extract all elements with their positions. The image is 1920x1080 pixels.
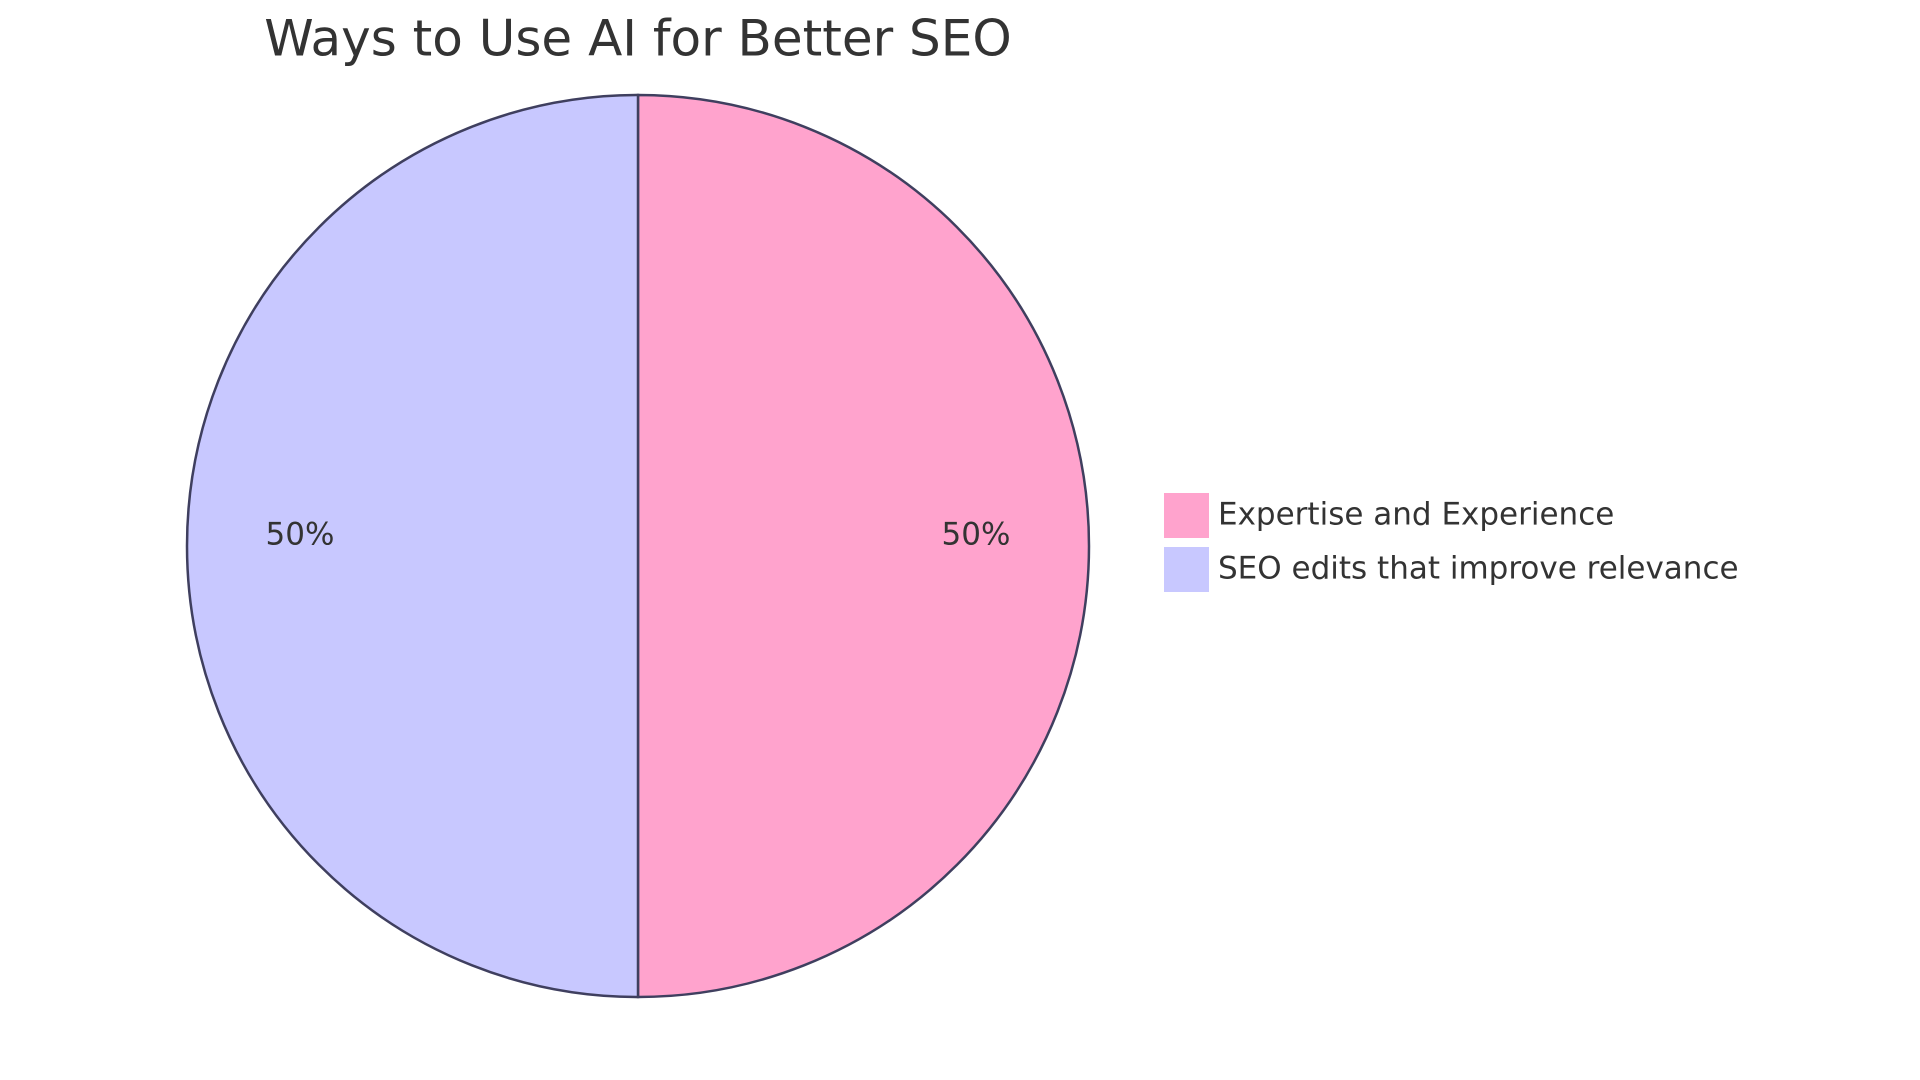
legend-label: SEO edits that improve relevance bbox=[1218, 551, 1739, 587]
legend-swatch bbox=[1164, 493, 1209, 538]
slice-label: 50% bbox=[942, 517, 1011, 553]
slice-label: 50% bbox=[266, 517, 335, 553]
chart-title: Ways to Use AI for Better SEO bbox=[264, 10, 1011, 68]
legend-label: Expertise and Experience bbox=[1218, 497, 1614, 533]
pie-slice bbox=[185, 93, 640, 999]
pie-slice bbox=[636, 93, 1091, 999]
legend-swatch bbox=[1164, 547, 1209, 592]
